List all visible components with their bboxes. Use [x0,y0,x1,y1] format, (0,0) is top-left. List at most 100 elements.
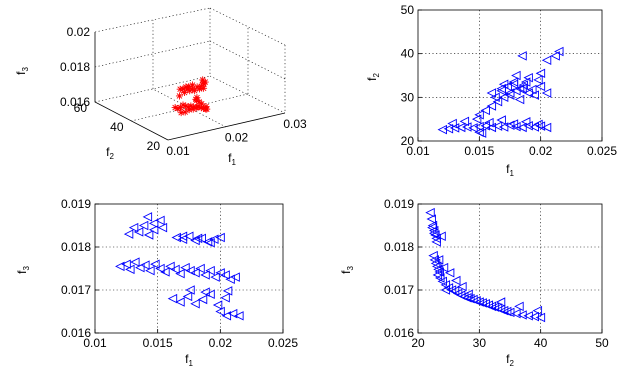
data-point-star [189,81,197,89]
xlabel-3d: f1 [228,151,236,167]
ylabel-f1-f2: f2 [365,73,381,81]
data-point-triangle [523,88,533,98]
grid-3d-x-mid-floor [152,88,227,128]
data-point-triangle [205,265,215,276]
data-point-triangle [514,301,524,312]
data-point-triangle [451,275,461,286]
data-point-triangle [183,231,194,241]
ylabel-f1-f3: f3 [15,266,31,274]
data-point-triangle [486,101,497,111]
data-point-star [174,104,182,112]
data-point-triangle [498,305,509,316]
data-point-star [203,105,211,113]
data-point-triangle [428,250,438,261]
data-point-triangle [471,114,482,124]
data-point-triangle [517,51,527,61]
ylabel-f2-f3: f3 [339,266,355,274]
data-point-triangle [128,222,139,233]
x-tick-label: 0.01 [83,336,107,350]
data-point-triangle [480,120,490,131]
data-point-triangle [125,264,135,275]
data-point-triangle [427,220,438,231]
data-point-triangle [514,83,525,94]
y-tick-label: 0.018 [384,240,414,254]
grid-3d-z-mid-right [209,40,286,80]
data-point-triangle [123,229,134,239]
data-point-star [187,102,195,110]
data-point-triangle [520,117,531,127]
data-point-triangle [182,291,193,302]
data-point-triangle [496,115,506,125]
data-point-triangle [495,297,506,307]
data-point-star [197,82,205,90]
data-point-star [171,104,179,112]
data-point-triangle [148,225,159,235]
x-tick-label: 30 [473,336,487,350]
data-point-triangle [425,207,435,218]
data-point-triangle [523,72,533,83]
x-tick-label: 50 [595,336,609,350]
data-point-triangle [514,94,525,105]
data-point-star [175,92,183,100]
data-point-triangle [501,306,512,317]
y-tick-label-3d: 40 [110,120,124,134]
x-tick-label: 0.025 [268,336,298,350]
axes-3d-floor-right [209,75,286,114]
data-point-star [177,109,185,117]
y-tick-label-3d: 60 [74,101,88,115]
data-point-triangle [190,235,200,246]
y-tick-label: 20 [401,134,415,148]
data-point-triangle [440,280,451,290]
data-point-star [185,83,193,91]
panel-3d-scatter: 0.01 0.02 0.03 20 40 600.016 0.018 0.02 f3 f2 f… [14,7,307,167]
data-point-star [202,103,210,111]
data-point-triangle [435,273,445,283]
data-point-triangle [215,306,225,317]
data-point-triangle [171,232,181,243]
data-point-triangle [492,96,503,107]
data-point-triangle [234,311,244,321]
x-tick-label: 0.015 [143,336,173,350]
data-point-star [181,108,189,116]
data-point-triangle [484,117,494,128]
data-point-triangle [477,298,487,308]
x-tick-label: 0.01 [406,144,430,158]
data-point-triangle [185,265,195,276]
data-point-triangle [535,81,546,92]
data-point-triangle [205,289,215,300]
data-point-star [176,104,184,112]
data-point-triangle [200,270,210,280]
panel-f1-f2-scatter: 0.01 0.015 0.02 0.025 20 30 40 50 f1 f2 [365,3,617,178]
y-tick-label: 40 [401,47,415,61]
data-point-triangle [150,259,160,269]
data-point-triangle [426,214,436,224]
data-point-triangle [541,88,552,98]
z-tick-label-3d: 0.016 [60,95,90,109]
y-tick-label: 50 [401,3,415,17]
data-point-triangle [145,265,155,276]
y-tick-label: 30 [401,90,415,104]
data-point-triangle [135,262,145,273]
data-point-triangle [437,124,447,135]
data-point-triangle [227,308,238,319]
data-point-triangle [489,302,500,312]
data-point-star [197,104,205,112]
axes-3d-box-left [94,32,169,141]
axes-3d-floor-front [167,112,286,141]
data-point-triangle [170,264,180,275]
data-point-triangle [115,261,125,272]
data-point-triangle [535,312,546,323]
x-tick-label: 20 [411,336,425,350]
data-point-triangle [220,270,230,280]
data-point-triangle [496,83,506,94]
data-point-triangle [175,297,185,307]
data-point-triangle [433,255,444,265]
data-point-triangle [157,222,168,233]
data-point-triangle [434,267,444,277]
data-point-triangle [197,294,208,305]
plot-frame-f1-f3 [94,203,284,334]
data-point-triangle [138,220,149,231]
data-point-star [181,89,189,97]
data-point-triangle [121,259,131,269]
